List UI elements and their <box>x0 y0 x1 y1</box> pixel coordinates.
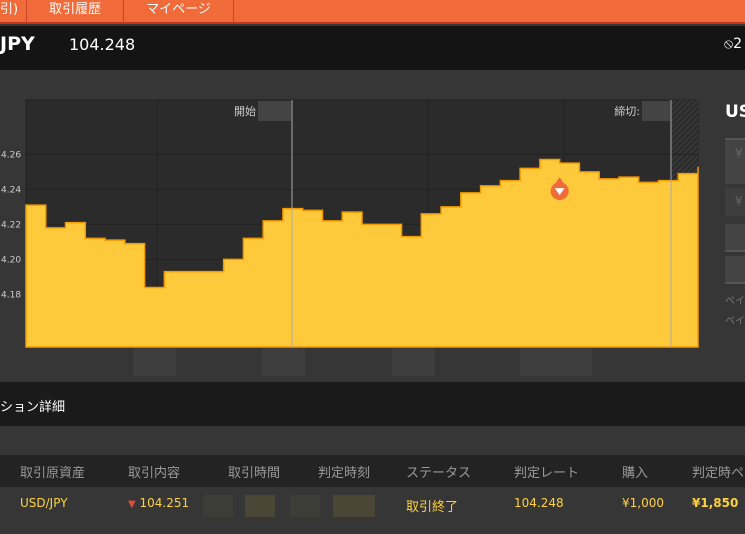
col-status: ステータス <box>406 466 472 481</box>
redacted-time <box>290 495 320 517</box>
judge-rate: 104.248 <box>514 496 564 510</box>
entry-rate: 104.251 <box>139 496 190 510</box>
price-area <box>25 158 699 348</box>
y-tick-label: 4.22 <box>1 220 21 230</box>
time-label <box>392 348 435 376</box>
y-tick-label: 4.24 <box>1 185 21 195</box>
table-header: 取引原資産 取引内容 取引時間 判定時刻 ステータス 判定レート 購入 判定時ペ <box>0 455 745 487</box>
prohibited-icon: ⦸ <box>724 36 734 52</box>
nav-item-trade[interactable]: 引) <box>0 0 28 22</box>
col-judge-rate: 判定レート <box>514 466 580 481</box>
redacted-time <box>203 495 233 517</box>
counter: ⦸2 <box>724 36 743 52</box>
redacted-time <box>245 495 275 517</box>
currency-pair: JPY <box>0 33 35 55</box>
col-content: 取引内容 <box>128 466 181 481</box>
payout: ¥1,850 <box>692 496 739 510</box>
amount-field[interactable]: ¥ <box>725 188 745 216</box>
asset: USD/JPY <box>20 496 68 510</box>
marker-pointer <box>555 177 564 184</box>
col-payout: 判定時ペ <box>692 466 745 481</box>
time-label <box>133 348 176 376</box>
time-label <box>520 348 592 376</box>
rate-header: JPY 104.248 ⦸2 <box>0 26 745 70</box>
amount-button[interactable]: ¥ <box>725 138 745 184</box>
entry-marker <box>550 177 569 201</box>
nav-item-mypage[interactable]: マイページ <box>124 0 234 22</box>
time-label <box>262 348 305 376</box>
low-arrow-icon: ▼ <box>128 499 136 510</box>
down-arrow-icon <box>554 188 565 196</box>
payout-note: ペイ <box>725 296 745 307</box>
payout-note: ペイ <box>725 316 745 327</box>
status: 取引終了 <box>406 500 459 515</box>
price-chart: 4.26 4.24 4.22 4.20 4.18 開始 締切: <box>1 99 699 348</box>
redacted-time <box>333 495 375 517</box>
position-details-header: ション詳細 <box>0 382 745 426</box>
high-button[interactable] <box>725 224 745 252</box>
col-asset: 取引原資産 <box>20 466 86 481</box>
col-time: 取引時間 <box>228 466 281 481</box>
low-button[interactable] <box>725 256 745 284</box>
nav-item-history[interactable]: 取引履歴 <box>27 0 125 22</box>
panel-title: US <box>725 102 745 122</box>
purchase: ¥1,000 <box>622 496 664 510</box>
y-tick-label: 4.20 <box>1 255 21 265</box>
y-tick-label: 4.18 <box>1 290 21 300</box>
col-judge-time: 判定時刻 <box>318 466 371 481</box>
col-purchase: 購入 <box>622 466 649 481</box>
top-nav: 引) 取引履歴 マイページ <box>0 0 745 24</box>
start-label: 開始 <box>234 104 256 118</box>
close-label: 締切: <box>614 104 640 118</box>
y-tick-label: 4.26 <box>1 150 21 160</box>
current-rate: 104.248 <box>69 35 136 54</box>
